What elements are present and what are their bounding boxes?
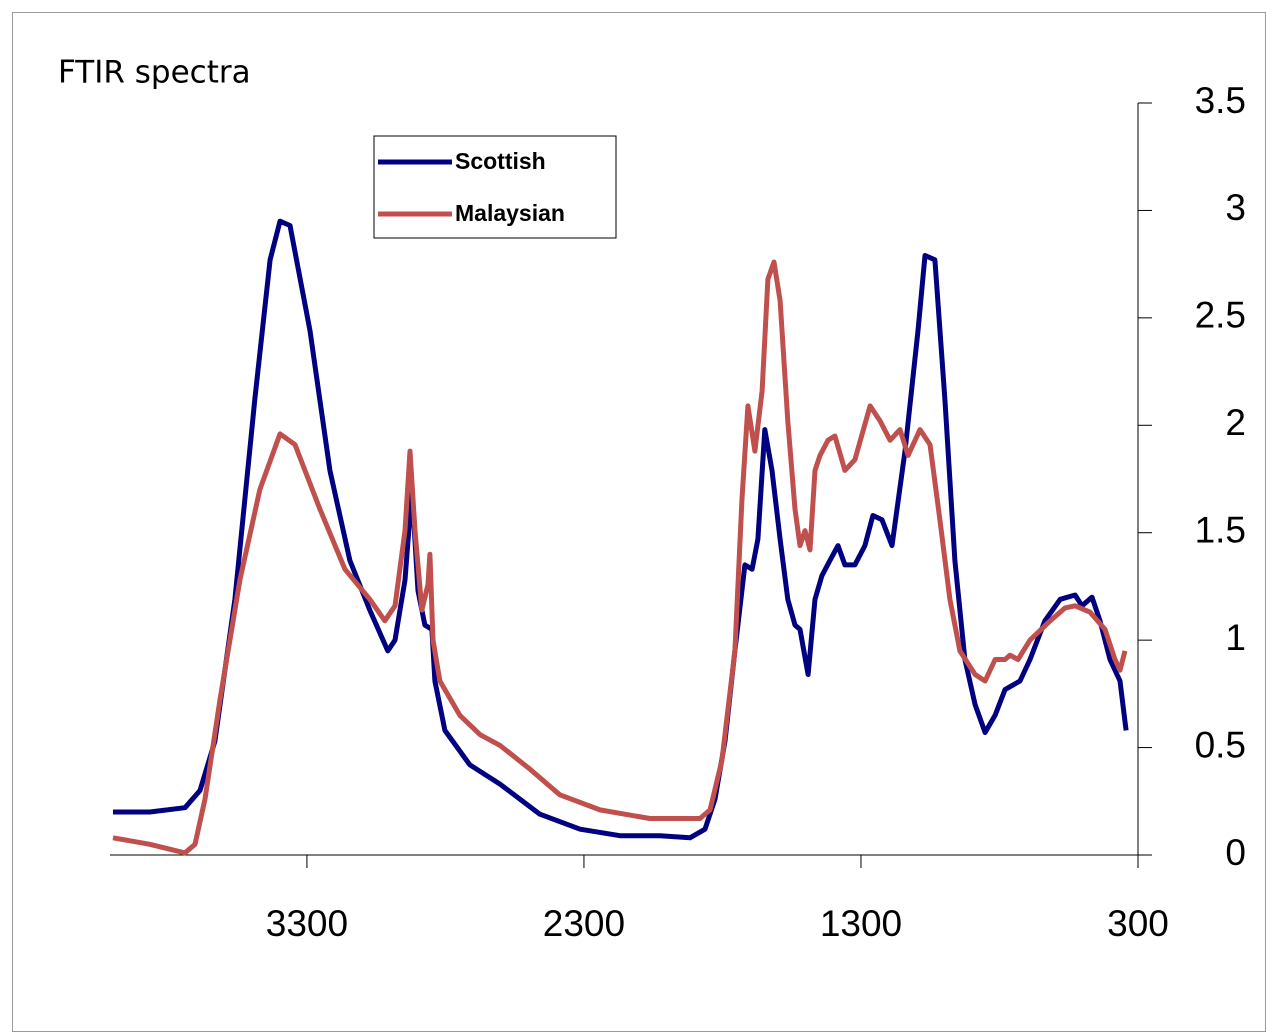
y-tick-label: 0 [1225,832,1246,873]
y-tick-label: 3.5 [1195,80,1246,121]
legend-box [373,135,617,239]
y-tick-label: 3 [1225,187,1246,228]
x-tick-label: 3300 [266,903,348,944]
legend-label: Scottish [455,148,546,174]
y-tick-label: 0.5 [1195,724,1246,765]
y-tick-label: 1 [1225,617,1246,658]
y-tick-label: 1.5 [1195,509,1246,550]
chart-title: FTIR spectra [58,55,251,91]
x-tick-label: 300 [1107,903,1169,944]
legend-label: Malaysian [455,200,565,226]
x-tick-label: 1300 [820,903,902,944]
line-series [112,259,1128,856]
y-tick-label: 2.5 [1195,295,1246,336]
chart-border [12,12,1266,1032]
y-tick-label: 2 [1225,402,1246,443]
x-tick-label: 2300 [543,903,625,944]
